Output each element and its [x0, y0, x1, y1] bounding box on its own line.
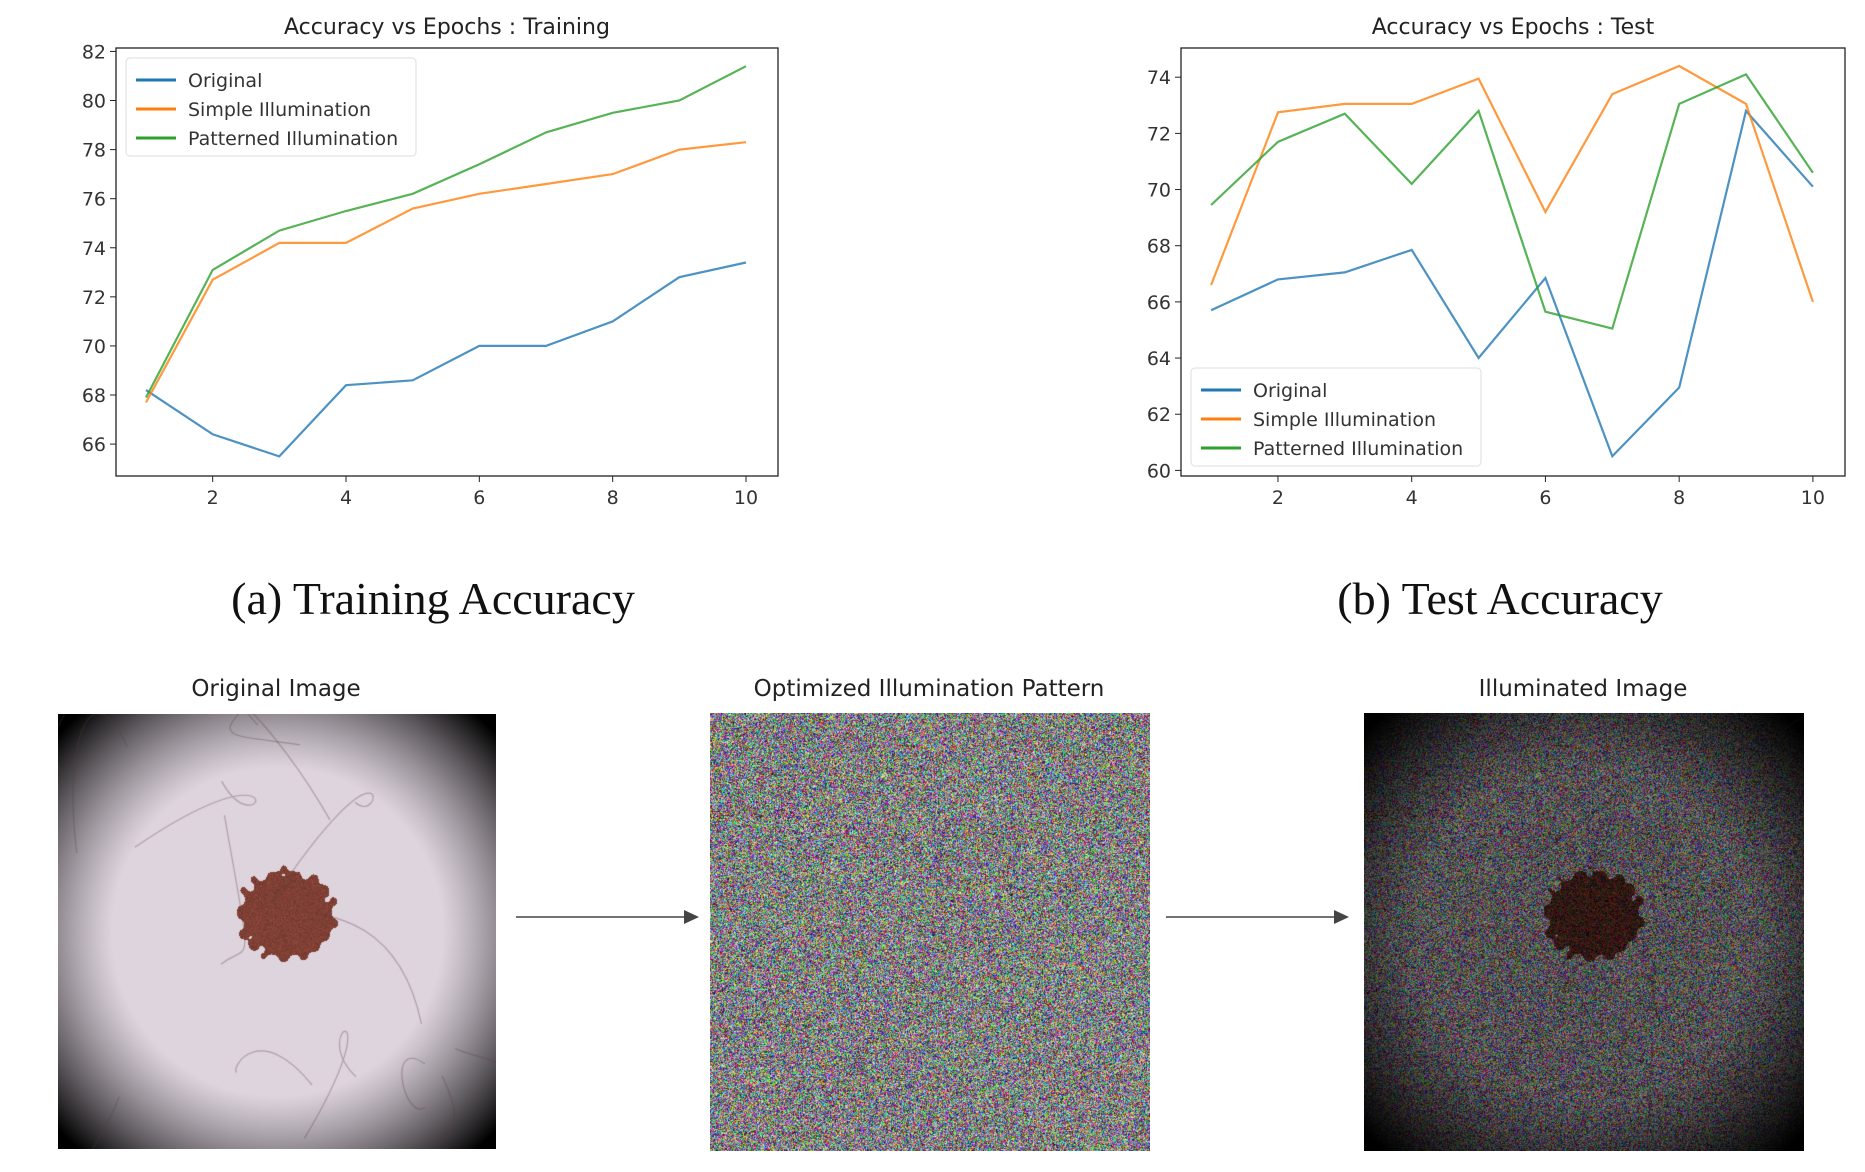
x-tick-label: 8: [607, 487, 619, 509]
caption-test-accuracy: (b) Test Accuracy: [1337, 573, 1663, 624]
y-tick-label: 66: [1147, 292, 1171, 314]
legend-box: [1190, 367, 1482, 467]
original-skin-lesion-image: [58, 714, 496, 1149]
illuminated-image: [1364, 713, 1804, 1151]
series-line-simple-illumination: [1210, 64, 1814, 303]
y-tick-label: 60: [1147, 460, 1171, 482]
y-tick-label: 80: [82, 91, 106, 113]
test-accuracy-chart: Accuracy vs Epochs : Test 2 4 6 8 10 60 62 64 66 6…: [1000, 0, 1865, 540]
y-tick-label: 74: [1147, 67, 1171, 89]
legend-label: Simple Illumination: [188, 99, 371, 121]
x-tick-label: 2: [207, 487, 219, 509]
series-line-original: [1210, 108, 1814, 459]
chart-title: Accuracy vs Epochs : Test: [1372, 15, 1655, 40]
legend-label: Patterned Illumination: [1253, 438, 1463, 460]
series-line-patterned-illumination: [145, 65, 747, 399]
legend-label: Simple Illumination: [1253, 409, 1436, 431]
y-tick-label: 68: [82, 385, 106, 407]
y-tick-label: 72: [1147, 123, 1171, 145]
legend-label: Patterned Illumination: [188, 128, 398, 150]
pattern-image-title: Optimized Illumination Pattern: [753, 676, 1105, 702]
y-tick-label: 78: [82, 140, 106, 162]
legend: Original Simple Illumination Patterned Ill…: [125, 57, 417, 157]
legend: Original Simple Illumination Patterned Ill…: [1190, 367, 1482, 467]
y-tick-label: 62: [1147, 404, 1171, 426]
series-line-patterned-illumination: [1210, 73, 1814, 330]
illuminated-image-title: Illuminated Image: [1478, 676, 1688, 702]
y-tick-label: 70: [82, 336, 106, 358]
legend-box: [125, 57, 417, 157]
x-tick-label: 10: [734, 487, 758, 509]
original-image-title: Original Image: [191, 676, 361, 702]
arrow-right-icon: [1166, 910, 1349, 924]
legend-label: Original: [188, 70, 262, 92]
y-tick-label: 70: [1147, 180, 1171, 202]
x-tick-label: 6: [1539, 487, 1551, 509]
optimized-illumination-pattern-image: [710, 713, 1150, 1151]
arrow-right-icon: [516, 910, 699, 924]
legend-label: Original: [1253, 380, 1327, 402]
chart-title: Accuracy vs Epochs : Training: [284, 15, 610, 40]
plot-frame: [1180, 47, 1846, 477]
y-tick-label: 74: [82, 238, 106, 260]
x-tick-label: 6: [473, 487, 485, 509]
x-tick-label: 8: [1673, 487, 1685, 509]
y-tick-label: 76: [82, 189, 106, 211]
x-tick-label: 4: [340, 487, 352, 509]
x-tick-label: 10: [1801, 487, 1825, 509]
plot-frame: [115, 47, 779, 477]
x-tick-label: 2: [1272, 487, 1284, 509]
y-tick-label: 72: [82, 287, 106, 309]
training-accuracy-chart: Accuracy vs Epochs : Training 2 4 6 8 10 66 68 7…: [0, 0, 900, 540]
series-line-original: [145, 261, 747, 458]
caption-training-accuracy: (a) Training Accuracy: [231, 573, 635, 624]
y-tick-label: 82: [82, 41, 106, 63]
y-tick-label: 66: [82, 434, 106, 456]
y-tick-label: 64: [1147, 348, 1171, 370]
x-tick-label: 4: [1406, 487, 1418, 509]
series-line-simple-illumination: [145, 141, 747, 403]
y-tick-label: 68: [1147, 236, 1171, 258]
